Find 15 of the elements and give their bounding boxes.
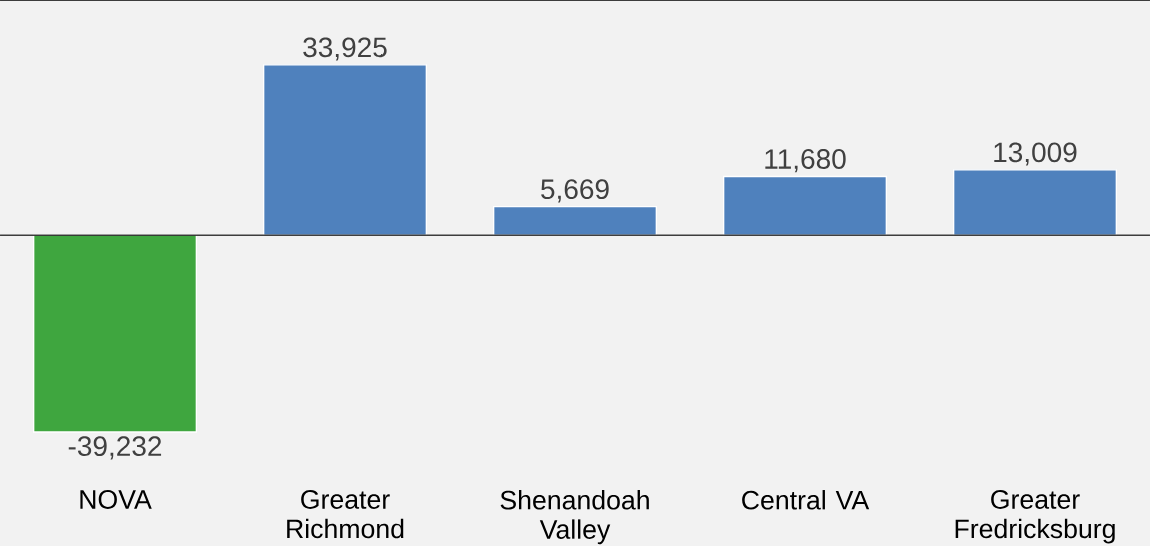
bar — [723, 175, 887, 236]
data-label: 11,680 — [765, 149, 846, 173]
bar — [493, 205, 657, 236]
x-tick-label: Shenandoah Valley — [500, 490, 649, 545]
data-label: -39,232 — [68, 436, 162, 460]
x-tick-label: Greater Richmond — [287, 490, 404, 539]
x-tick-label: Central VA — [742, 490, 870, 510]
data-label: 13,009 — [994, 142, 1077, 166]
bar — [33, 234, 198, 433]
data-label: 5,669 — [541, 179, 609, 203]
x-tick-label: NOVA — [80, 490, 152, 509]
bar — [263, 64, 428, 236]
bar — [952, 169, 1117, 236]
data-label: 33,925 — [303, 37, 387, 61]
x-tick-label: Greater Fredricksburg — [955, 490, 1115, 544]
